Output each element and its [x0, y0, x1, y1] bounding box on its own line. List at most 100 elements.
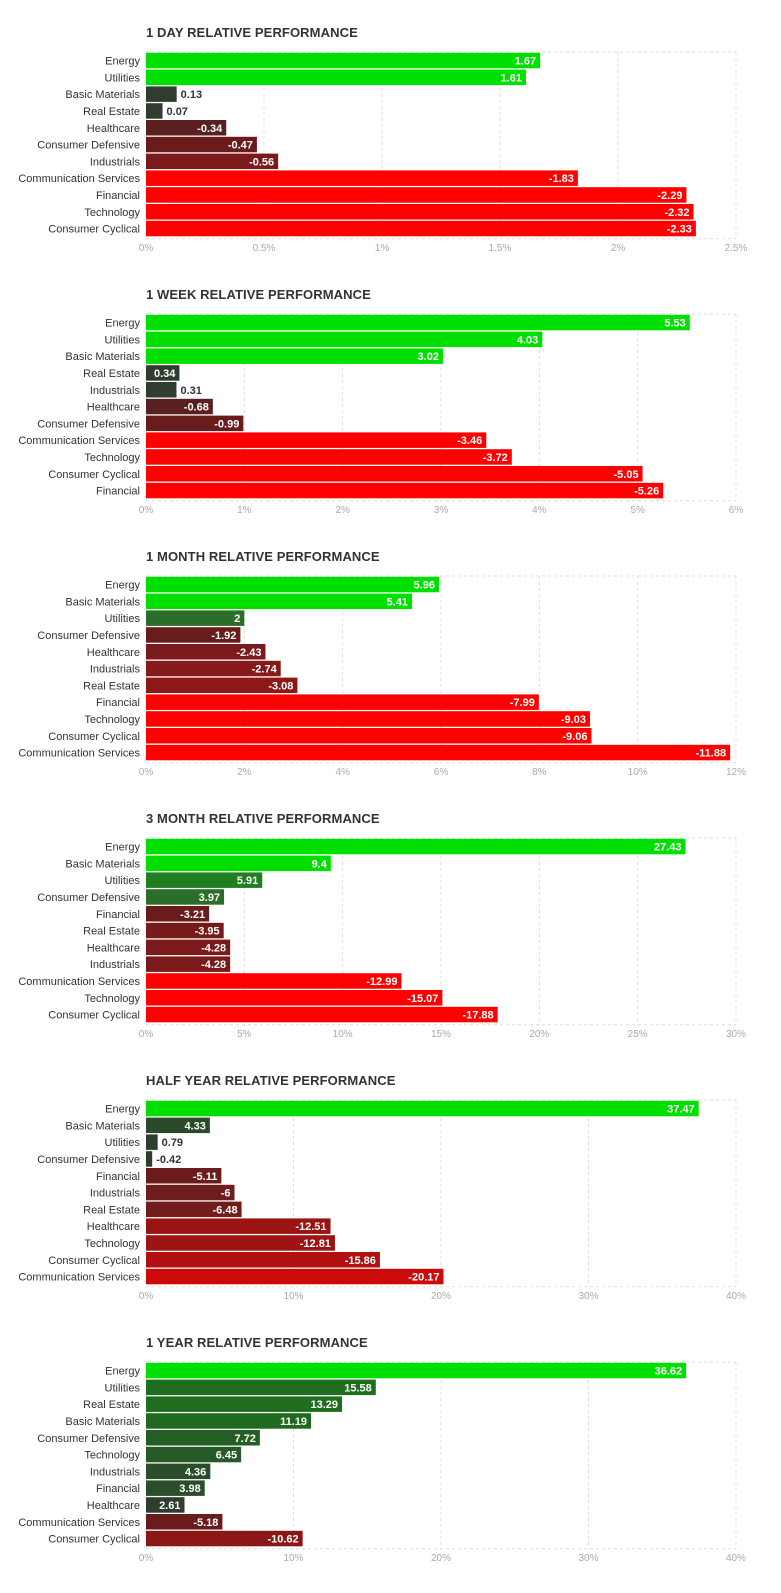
- value-label: -12.81: [300, 1238, 331, 1250]
- bar: [146, 990, 443, 1006]
- value-label: -5.05: [614, 469, 639, 481]
- x-tick-label: 2%: [335, 505, 350, 516]
- x-tick-label: 20%: [431, 1291, 451, 1302]
- x-tick-label: 0%: [139, 1553, 154, 1564]
- bar: [146, 1463, 211, 1480]
- x-tick-label: 0%: [139, 1291, 154, 1302]
- bar: [146, 1396, 343, 1412]
- value-label: -2.33: [667, 224, 692, 236]
- x-tick-label: 4%: [335, 767, 350, 778]
- bar: [146, 220, 696, 237]
- chart-title: 1 YEAR RELATIVE PERFORMANCE: [146, 1335, 368, 1350]
- x-tick-label: 0%: [139, 243, 154, 254]
- category-label: Financial: [96, 1171, 140, 1183]
- bar: [146, 593, 412, 610]
- category-label: Financial: [96, 1483, 140, 1495]
- category-label: Healthcare: [87, 1221, 140, 1233]
- bar: [146, 120, 227, 136]
- bar: [146, 1446, 242, 1463]
- value-label: -2.32: [664, 207, 689, 219]
- category-label: Consumer Defensive: [37, 1154, 140, 1166]
- category-label: Basic Materials: [65, 596, 140, 608]
- bar: [146, 1413, 312, 1429]
- chart-panel: 1 DAY RELATIVE PERFORMANCE 0% 0.5% 1% 1.5% 2%…: [0, 0, 781, 262]
- x-tick-label: 40%: [726, 1291, 746, 1302]
- bar-chart: 0% 1% 2% 3% 4% 5% 6% Energy 5.53 Utilities 4.03 Bas…: [18, 313, 743, 516]
- category-label: Consumer Defensive: [37, 892, 140, 904]
- bar: [146, 889, 225, 905]
- chart-title: 1 DAY RELATIVE PERFORMANCE: [146, 25, 358, 40]
- value-label: -5.11: [193, 1171, 217, 1183]
- value-label: -3.21: [180, 909, 205, 921]
- value-label: 5.53: [664, 318, 685, 330]
- bar: [146, 432, 487, 448]
- value-label: -5.18: [193, 1517, 218, 1529]
- category-label: Real Estate: [83, 106, 140, 118]
- bar: [146, 398, 213, 415]
- category-label: Real Estate: [83, 368, 140, 380]
- value-label: 0.79: [162, 1137, 183, 1149]
- chart-title: 1 MONTH RELATIVE PERFORMANCE: [146, 549, 380, 564]
- category-label: Consumer Cyclical: [48, 731, 140, 743]
- value-label: -5.26: [634, 486, 659, 498]
- x-tick-label: 12%: [726, 767, 746, 778]
- x-tick-label: 3%: [434, 505, 449, 516]
- chart-title: 1 WEEK RELATIVE PERFORMANCE: [146, 287, 371, 302]
- value-label: -3.08: [268, 680, 293, 692]
- value-label: 0.31: [180, 385, 201, 397]
- bar: [146, 644, 266, 660]
- value-label: 4.33: [184, 1120, 205, 1132]
- value-label: -1.92: [211, 630, 236, 642]
- value-label: -20.17: [408, 1272, 439, 1284]
- x-tick-label: 10%: [628, 767, 648, 778]
- category-label: Healthcare: [87, 942, 140, 954]
- value-label: 5.96: [414, 580, 435, 592]
- bar: [146, 922, 224, 939]
- category-label: Real Estate: [83, 1399, 140, 1411]
- x-tick-label: 0%: [139, 767, 154, 778]
- value-label: 7.72: [234, 1433, 255, 1445]
- bar: [146, 1006, 498, 1023]
- category-label: Communication Services: [18, 976, 140, 988]
- category-label: Energy: [105, 580, 140, 592]
- bar: [146, 1151, 153, 1167]
- category-label: Real Estate: [83, 1204, 140, 1216]
- value-label: 11.19: [280, 1416, 307, 1428]
- value-label: 36.62: [655, 1366, 683, 1378]
- category-label: Real Estate: [83, 680, 140, 692]
- bar: [146, 1268, 444, 1285]
- x-tick-label: 20%: [431, 1553, 451, 1564]
- value-label: 4.03: [517, 334, 538, 346]
- category-label: Industrials: [90, 1188, 141, 1200]
- bar: [146, 348, 443, 364]
- category-label: Technology: [84, 452, 140, 464]
- category-label: Consumer Cyclical: [48, 224, 140, 236]
- value-label: 0.13: [181, 89, 202, 101]
- bar: [146, 449, 512, 465]
- x-tick-label: 40%: [726, 1553, 746, 1564]
- category-label: Healthcare: [87, 1500, 140, 1512]
- chart-panel: HALF YEAR RELATIVE PERFORMANCE 0% 10% 20% 30…: [0, 1048, 781, 1310]
- category-label: Consumer Cyclical: [48, 1255, 140, 1267]
- bar: [146, 466, 643, 482]
- bar: [146, 314, 690, 331]
- category-label: Basic Materials: [65, 1120, 140, 1132]
- value-label: -0.34: [197, 123, 223, 135]
- bar: [146, 1117, 210, 1134]
- category-label: Communication Services: [18, 1272, 140, 1284]
- value-label: -4.28: [201, 942, 226, 954]
- bar-chart: 0% 2% 4% 6% 8% 10% 12% Energy 5.96 Basic Material…: [18, 575, 746, 778]
- category-label: Energy: [105, 842, 140, 854]
- x-tick-label: 5%: [630, 505, 645, 516]
- bar: [146, 187, 687, 203]
- category-label: Healthcare: [87, 402, 140, 414]
- x-tick-label: 0%: [139, 1029, 154, 1040]
- x-tick-label: 1%: [375, 243, 390, 254]
- bar: [146, 482, 664, 499]
- x-tick-label: 1%: [237, 505, 252, 516]
- bar: [146, 331, 543, 348]
- category-label: Utilities: [105, 1137, 141, 1149]
- bar: [146, 69, 526, 86]
- bar: [146, 660, 281, 677]
- value-label: -12.51: [295, 1221, 326, 1233]
